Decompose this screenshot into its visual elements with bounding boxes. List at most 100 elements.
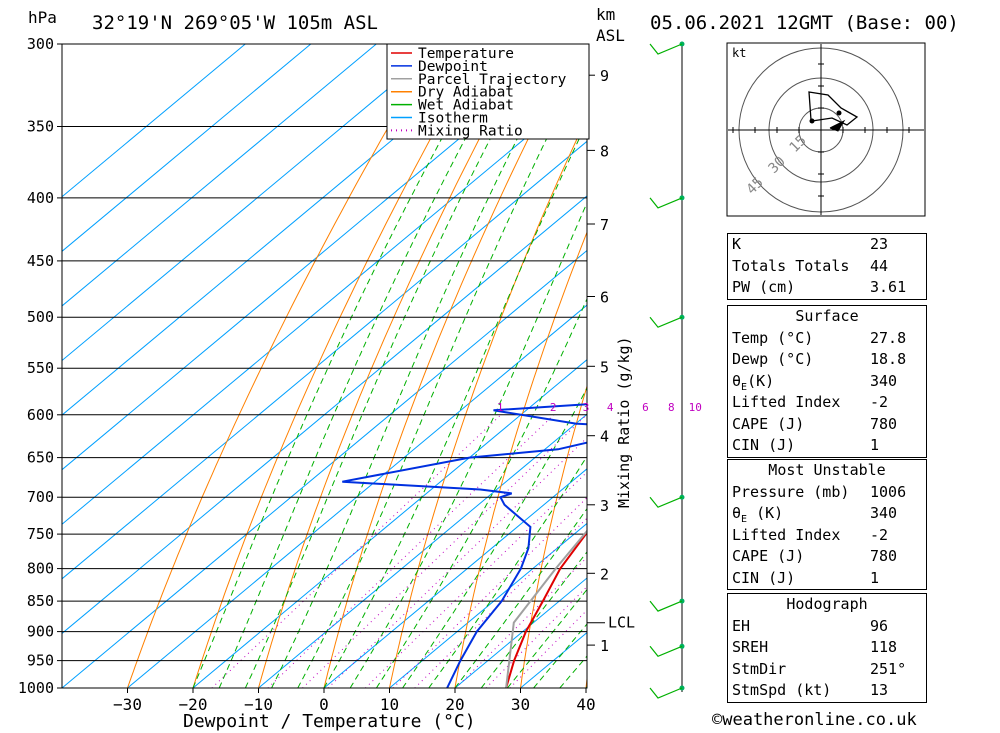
mixing-ratio-line	[211, 414, 502, 688]
isotherm-line	[62, 249, 587, 688]
mixing-ratio-label: 3	[583, 401, 590, 414]
legend-label: Temperature	[418, 46, 514, 62]
eh-value: 96	[870, 616, 889, 635]
isotherm-line	[62, 44, 246, 198]
wet-adiabat-line	[323, 121, 587, 688]
isotherm-line	[62, 44, 377, 307]
wet-adiabat-line	[244, 44, 541, 688]
stmdir-row: StmDir 251°	[728, 659, 926, 681]
mu-theta-value: 340	[870, 504, 898, 522]
surface-cin-value: 1	[870, 436, 880, 454]
altitude-tick-label: 8	[600, 142, 609, 160]
dry-adiabat-line	[127, 44, 438, 688]
storm-motion-arrow	[829, 119, 846, 132]
isotherm-line	[454, 577, 587, 688]
series-dewpoint-line	[342, 403, 587, 688]
surface-dewp-row: Dewp (°C) 18.8	[728, 349, 926, 371]
mu-pressure-label: Pressure (mb)	[732, 482, 850, 501]
hodograph-point	[809, 118, 815, 124]
isotherm-line	[62, 44, 508, 416]
pressure-tick-label: 700	[27, 488, 54, 506]
pressure-tick-label: 450	[27, 252, 54, 270]
mixing-ratio-axis-title: Mixing Ratio (g/kg)	[615, 336, 633, 508]
pressure-tick-label: 300	[27, 35, 54, 53]
mu-li-label: Lifted Index	[732, 525, 841, 544]
wind-barb-dot	[679, 598, 685, 604]
isotherm-line	[62, 86, 587, 525]
mixing-ratio-label: 6	[642, 401, 649, 414]
temperature-tick-label: 20	[445, 695, 464, 714]
wind-barb	[649, 687, 683, 699]
mu-pressure-row: Pressure (mb) 1006	[728, 482, 926, 504]
wind-barb	[649, 43, 683, 55]
temperature-tick-label: −30	[113, 695, 142, 714]
pressure-tick-label: 650	[27, 449, 54, 467]
profile-series	[342, 403, 587, 688]
isotherm-line	[258, 413, 587, 688]
mu-cape-row: CAPE (J) 780	[728, 546, 926, 568]
wind-barb-dot	[679, 643, 685, 649]
legend-label: Isotherm	[418, 111, 488, 127]
wet-adiabat-line	[192, 44, 495, 688]
surface-temp-row: Temp (°C) 27.8	[728, 328, 926, 350]
theta-symbol: θ	[732, 371, 742, 390]
hodograph-point	[836, 110, 842, 116]
theta-symbol: θ	[732, 504, 742, 522]
surface-panel: Surface Temp (°C) 27.8 Dewp (°C) 18.8 θE(K…	[727, 305, 927, 458]
wet-adiabat-line	[402, 387, 587, 688]
totals-totals-value: 44	[870, 256, 889, 275]
legend-box	[386, 43, 590, 140]
wet-adiabat-line	[480, 551, 587, 688]
mixing-ratio-label: 4	[607, 401, 614, 414]
legend-label: Dewpoint	[418, 59, 488, 75]
totals-totals-row: Totals Totals 44	[728, 256, 926, 278]
isotherm-line	[62, 44, 443, 362]
most-unstable-panel: Most Unstable Pressure (mb) 1006 θE (K) 34…	[727, 459, 927, 590]
altitude-tick-label: 6	[600, 289, 609, 307]
stmdir-value: 251°	[870, 659, 907, 678]
pressure-tick-label: 900	[27, 623, 54, 641]
wet-adiabat-line	[428, 455, 587, 688]
legend-label: Mixing Ratio	[418, 123, 523, 139]
wind-profile	[649, 41, 685, 699]
isotherm-line	[62, 44, 574, 471]
series-parcel-trajectory-line	[505, 529, 587, 688]
temperature-tick-label: −10	[244, 695, 273, 714]
mu-cape-label: CAPE (J)	[732, 547, 805, 565]
theta-subscript: E	[741, 381, 748, 393]
sreh-value: 118	[870, 638, 898, 656]
pressure-tick-label: 850	[27, 592, 54, 610]
isotherm-line	[127, 304, 587, 688]
stmspd-row: StmSpd (kt) 13	[728, 680, 926, 702]
hodograph-canvas	[728, 44, 924, 215]
isotherm-line	[192, 359, 587, 688]
wet-adiabat-line	[454, 507, 587, 688]
theta-unit: (K)	[747, 504, 784, 522]
temperature-tick-label: 40	[576, 695, 595, 714]
pressure-tick-label: 600	[27, 406, 54, 424]
k-index-row: K 23	[728, 234, 926, 256]
surface-cape-label: CAPE (J)	[732, 414, 805, 433]
isotherm-line	[323, 468, 587, 688]
surface-temp-label: Temp (°C)	[732, 328, 814, 347]
mu-cin-value: 1	[870, 568, 880, 587]
eh-label: EH	[732, 616, 751, 635]
stmspd-label: StmSpd (kt)	[732, 681, 832, 699]
pressure-tick-label: 750	[27, 525, 54, 543]
wet-adiabat-line	[218, 44, 518, 688]
eh-row: EH 96	[728, 616, 926, 638]
wet-adiabat-line	[507, 588, 587, 688]
copyright-text: ©weatheronline.co.uk	[712, 710, 917, 730]
mu-theta-row: θE (K) 340	[728, 503, 926, 525]
mu-pressure-value: 1006	[870, 482, 907, 501]
surface-cape-value: 780	[870, 414, 898, 433]
surface-title: Surface	[795, 307, 859, 325]
pressure-tick-label: 350	[27, 117, 54, 135]
most-unstable-title: Most Unstable	[768, 461, 886, 479]
sreh-row: SREH 118	[728, 637, 926, 659]
wind-barb	[649, 197, 683, 209]
datetime-title: 05.06.2021 12GMT (Base: 00)	[650, 12, 959, 34]
